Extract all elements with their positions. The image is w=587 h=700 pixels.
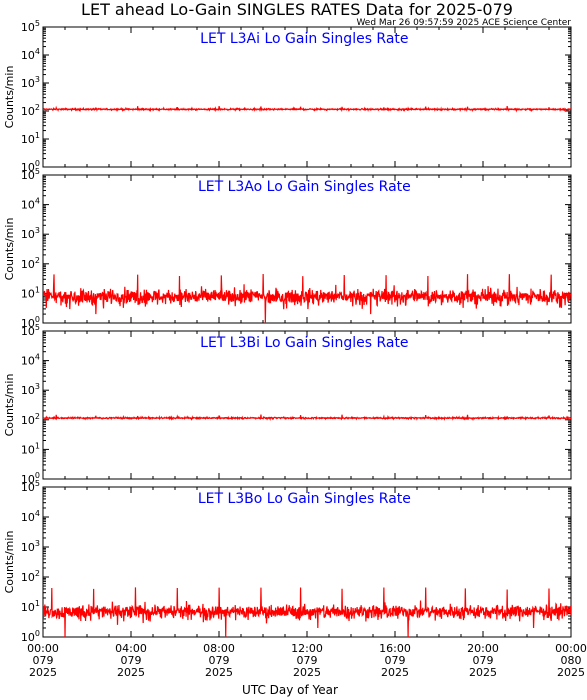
y-axis-title: Counts/min: [3, 66, 16, 129]
y-tick-label: 100: [21, 159, 40, 174]
y-tick-label: 104: [21, 47, 40, 62]
y-tick-label: 105: [21, 19, 40, 34]
x-axis-title: UTC Day of Year: [242, 683, 338, 697]
y-tick-label: 101: [21, 599, 40, 614]
panel-1: 100 101 102 103 104 105 Counts/min LET L3Ai Lo …: [3, 19, 572, 174]
x-tick-label: 04:00: [115, 642, 147, 655]
x-tick-label: 079: [297, 654, 318, 667]
x-tick-label: 080: [561, 654, 582, 667]
panel-frame: [42, 26, 572, 168]
x-tick-label: 2025: [469, 666, 497, 679]
x-tick-label: 079: [473, 654, 494, 667]
panel-title: LET L3Bo Lo Gain Singles Rate: [198, 491, 411, 507]
y-tick-label: 105: [21, 479, 40, 494]
rate-trace: [43, 414, 571, 422]
x-tick-label: 079: [121, 654, 142, 667]
y-tick-label: 104: [21, 197, 40, 212]
y-tick-label: 105: [21, 323, 40, 338]
x-axis-labels: 00:00079202504:00079202508:00079202512:0…: [27, 642, 587, 679]
x-tick-label: 2025: [381, 666, 409, 679]
x-tick-label: 08:00: [203, 642, 235, 655]
panel-2: 100 101 102 103 104 105 Counts/min LET L3Ao Lo …: [3, 167, 572, 330]
figure-title: LET ahead Lo-Gain SINGLES RATES Data for…: [81, 0, 513, 19]
y-axis-title: Counts/min: [3, 374, 16, 437]
y-tick-label: 102: [21, 569, 40, 584]
x-tick-label: 079: [33, 654, 54, 667]
y-tick-label: 104: [21, 509, 40, 524]
x-tick-label: 00:00: [27, 642, 59, 655]
x-tick-label: 2025: [117, 666, 145, 679]
y-tick-label: 103: [21, 226, 40, 241]
x-tick-label: 2025: [29, 666, 57, 679]
panel-3: 100 101 102 103 104 105 Counts/min LET L3Bi Lo …: [3, 323, 572, 486]
x-tick-label: 20:00: [467, 642, 499, 655]
panels: 100 101 102 103 104 105 Counts/min LET L3Ai Lo …: [3, 19, 572, 644]
rate-trace: [43, 587, 571, 637]
panel-title: LET L3Ai Lo Gain Singles Rate: [200, 31, 408, 47]
x-tick-label: 12:00: [291, 642, 323, 655]
y-tick-label: 104: [21, 353, 40, 368]
y-tick-label: 105: [21, 167, 40, 182]
panel-4: 100 101 102 103 104 105 Counts/min LET L3Bo Lo …: [3, 479, 572, 644]
y-tick-label: 103: [21, 539, 40, 554]
x-tick-label: 2025: [557, 666, 585, 679]
x-tick-label: 2025: [293, 666, 321, 679]
y-tick-label: 100: [21, 315, 40, 330]
x-tick-label: 2025: [205, 666, 233, 679]
y-tick-label: 103: [21, 75, 40, 90]
y-tick-label: 103: [21, 382, 40, 397]
y-tick-label: 101: [21, 441, 40, 456]
y-tick-label: 100: [21, 471, 40, 486]
y-tick-label: 101: [21, 285, 40, 300]
y-tick-label: 102: [21, 412, 40, 427]
y-axis-title: Counts/min: [3, 531, 16, 594]
y-tick-label: 102: [21, 256, 40, 271]
panel-frame: [42, 330, 572, 480]
x-tick-label: 00:00: [555, 642, 587, 655]
y-tick-label: 100: [21, 629, 40, 644]
y-axis-title: Counts/min: [3, 218, 16, 281]
timestamp-label: Wed Mar 26 09:57:59 2025 ACE Science Cen…: [356, 18, 571, 28]
panel-title: LET L3Ao Lo Gain Singles Rate: [198, 179, 411, 195]
y-tick-label: 102: [21, 103, 40, 118]
x-tick-label: 079: [385, 654, 406, 667]
y-tick-label: 101: [21, 131, 40, 146]
x-tick-label: 16:00: [379, 642, 411, 655]
panel-title: LET L3Bi Lo Gain Singles Rate: [200, 335, 408, 351]
rate-trace: [43, 274, 571, 323]
x-tick-label: 079: [209, 654, 230, 667]
rate-trace: [43, 105, 571, 113]
